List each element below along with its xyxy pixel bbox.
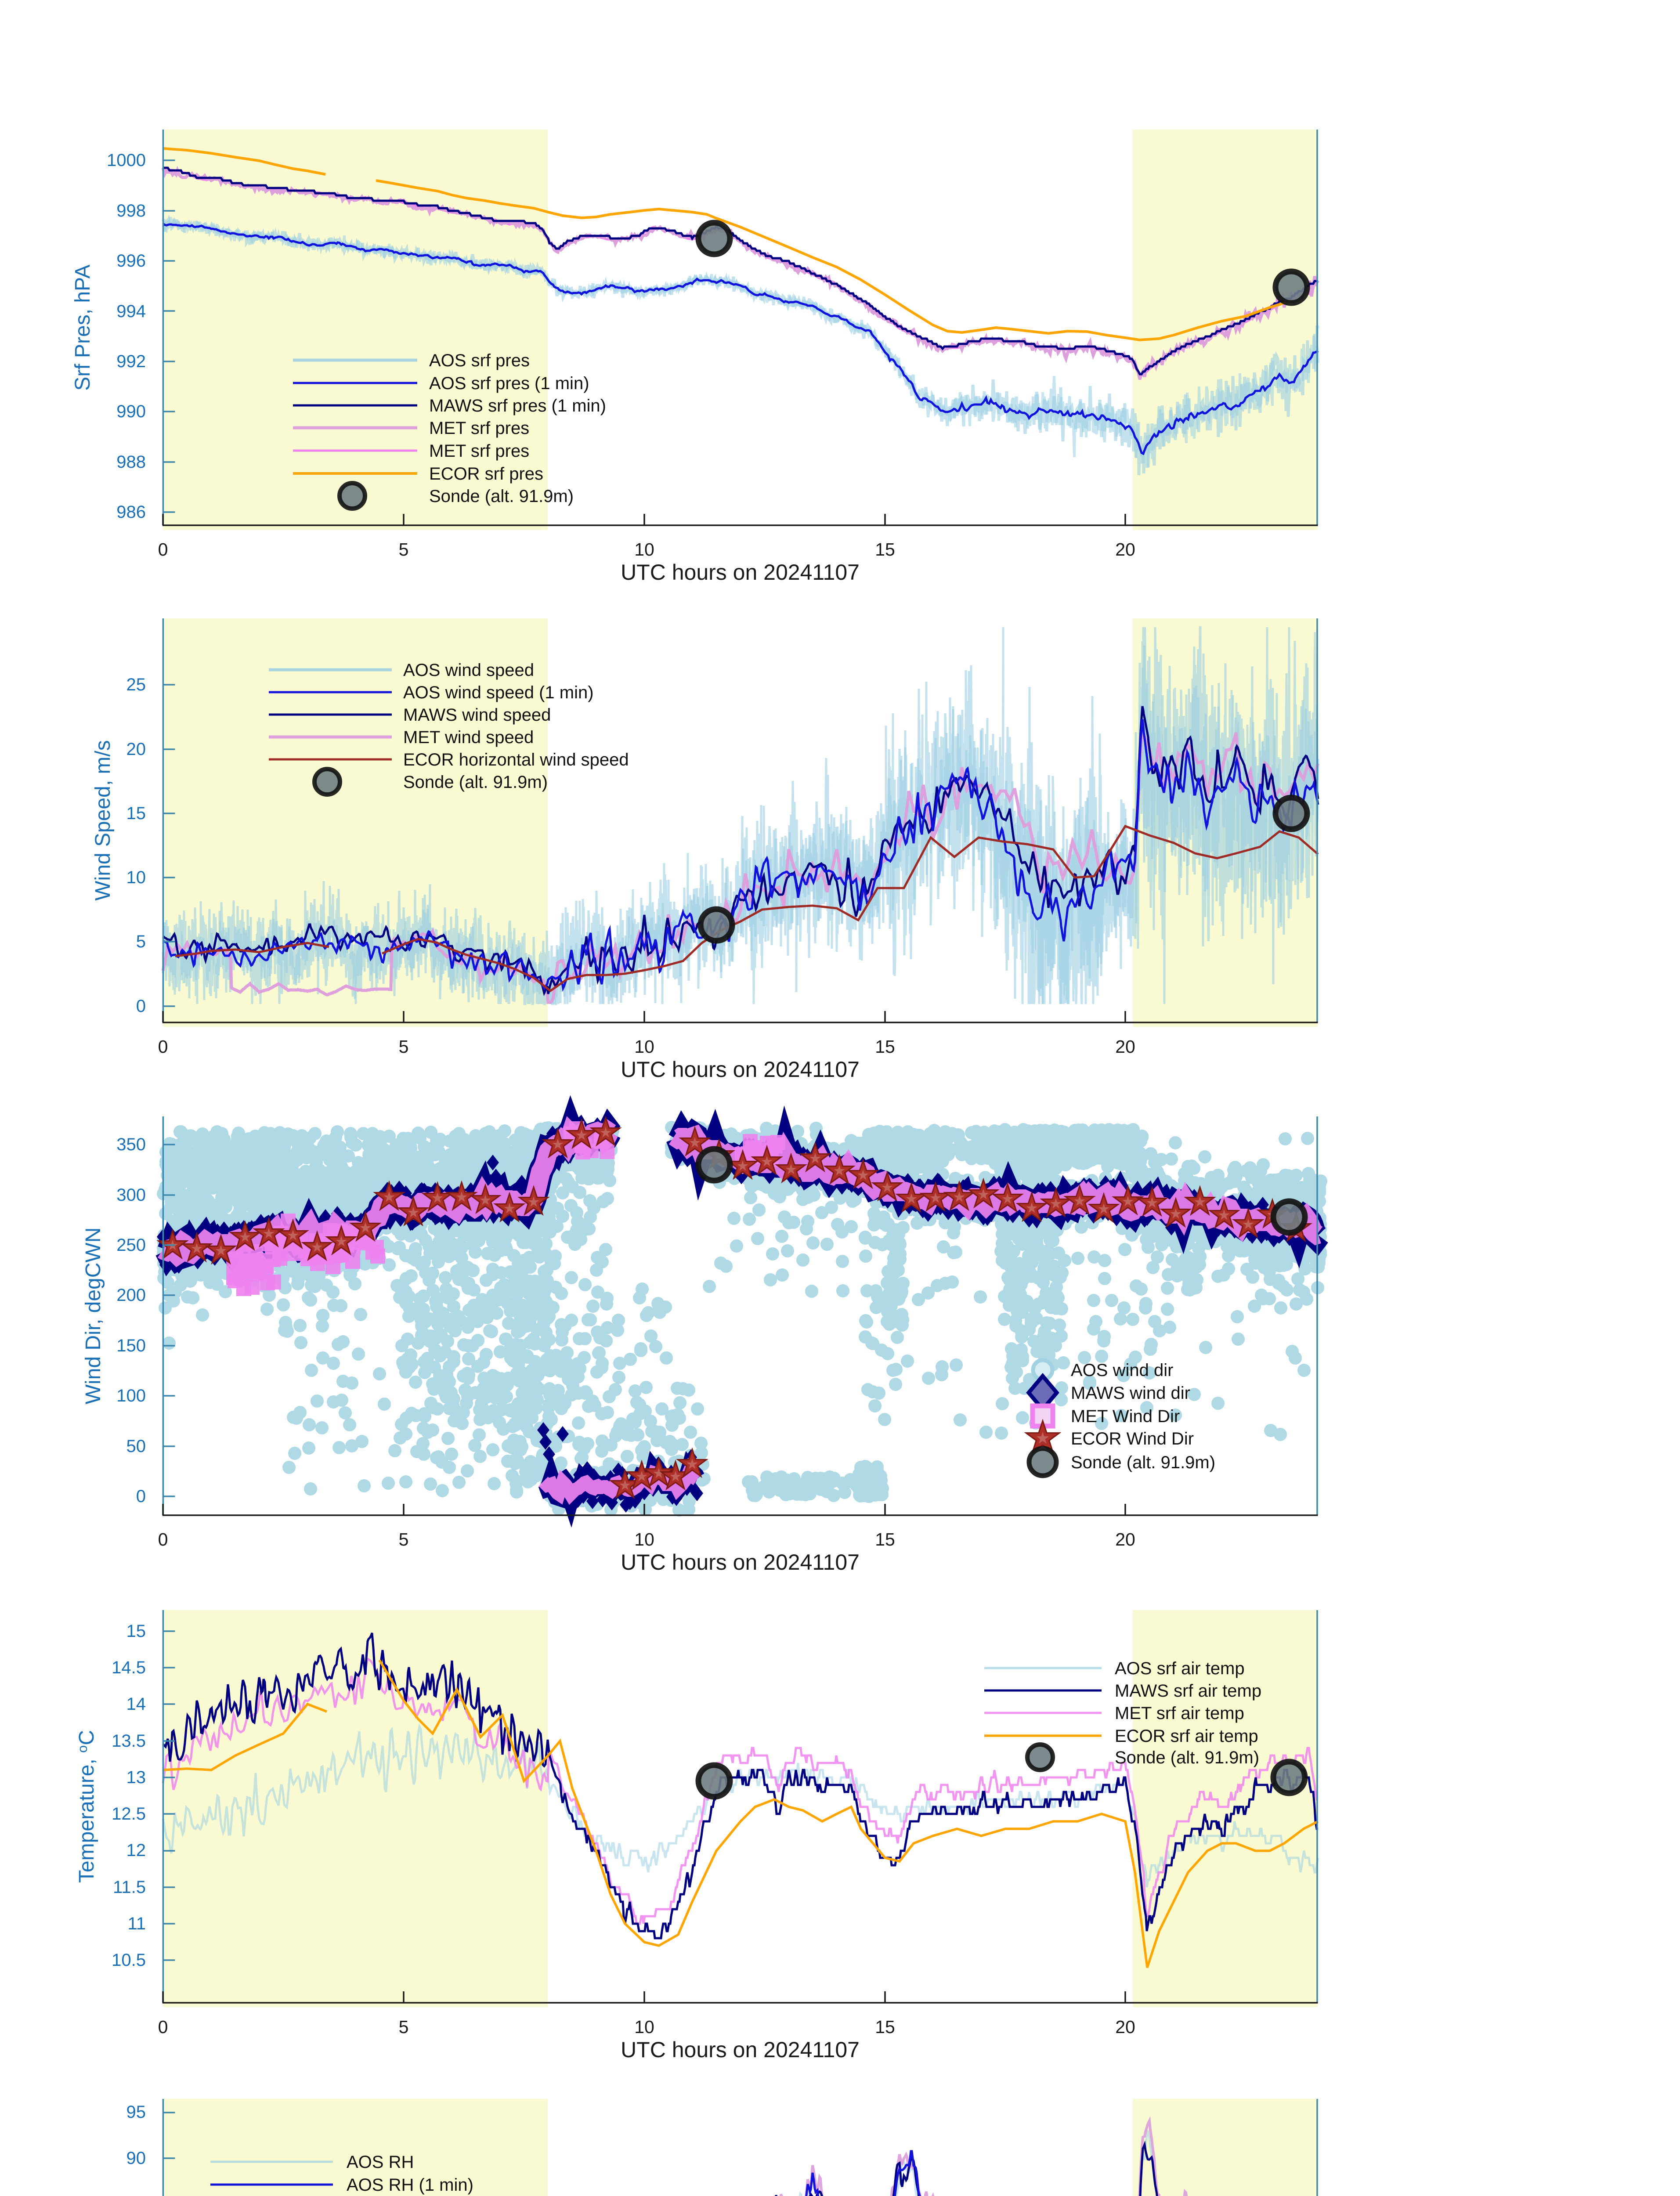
svg-text:AOS RH (1 min): AOS RH (1 min) <box>347 2175 473 2195</box>
svg-text:300: 300 <box>116 1185 146 1205</box>
svg-text:UTC hours on 20241107: UTC hours on 20241107 <box>621 2037 860 2062</box>
svg-text:20: 20 <box>1115 539 1135 560</box>
svg-text:10: 10 <box>634 1037 654 1057</box>
svg-text:1000: 1000 <box>107 151 146 170</box>
svg-text:15: 15 <box>126 1622 146 1641</box>
svg-text:Sonde (alt. 91.9m): Sonde (alt. 91.9m) <box>429 487 574 506</box>
svg-text:986: 986 <box>116 502 146 522</box>
svg-text:0: 0 <box>158 2017 168 2037</box>
svg-text:250: 250 <box>116 1235 146 1255</box>
svg-text:350: 350 <box>116 1135 146 1154</box>
svg-text:AOS wind speed: AOS wind speed <box>403 661 534 680</box>
svg-text:20: 20 <box>126 740 146 759</box>
svg-text:20: 20 <box>1115 1529 1135 1549</box>
svg-text:5: 5 <box>399 1529 409 1549</box>
svg-text:ECOR srf air temp: ECOR srf air temp <box>1115 1726 1258 1746</box>
svg-text:992: 992 <box>116 352 146 371</box>
svg-text:Wind Speed, m/s: Wind Speed, m/s <box>91 740 115 900</box>
svg-text:UTC hours on 20241107: UTC hours on 20241107 <box>621 1057 860 1082</box>
svg-text:5: 5 <box>136 932 146 951</box>
svg-text:AOS srf pres: AOS srf pres <box>429 351 530 370</box>
svg-text:Temperature, oC: Temperature, oC <box>75 1730 98 1883</box>
svg-text:Wind Dir, degCWN: Wind Dir, degCWN <box>82 1228 105 1405</box>
svg-text:MAWS srf air temp: MAWS srf air temp <box>1115 1681 1261 1701</box>
svg-text:14.5: 14.5 <box>112 1658 146 1677</box>
svg-text:10: 10 <box>634 539 654 560</box>
svg-text:20: 20 <box>1115 2017 1135 2037</box>
svg-text:Sonde (alt. 91.9m): Sonde (alt. 91.9m) <box>403 773 548 792</box>
svg-text:AOS wind dir: AOS wind dir <box>1071 1361 1173 1380</box>
svg-text:20: 20 <box>1115 1037 1135 1057</box>
svg-text:200: 200 <box>116 1286 146 1305</box>
svg-text:Sonde (alt. 91.9m): Sonde (alt. 91.9m) <box>1115 1748 1259 1767</box>
svg-text:MAWS wind dir: MAWS wind dir <box>1071 1383 1190 1403</box>
svg-text:0: 0 <box>158 1529 168 1549</box>
svg-text:Sonde (alt. 91.9m): Sonde (alt. 91.9m) <box>1071 1453 1215 1472</box>
svg-text:11.5: 11.5 <box>113 1878 146 1897</box>
svg-text:MET wind speed: MET wind speed <box>403 728 534 747</box>
svg-text:5: 5 <box>399 539 409 560</box>
svg-text:MET Wind Dir: MET Wind Dir <box>1071 1407 1180 1426</box>
svg-text:988: 988 <box>116 452 146 472</box>
svg-text:ECOR Wind Dir: ECOR Wind Dir <box>1071 1429 1194 1448</box>
svg-text:15: 15 <box>875 1037 895 1057</box>
svg-text:14: 14 <box>126 1694 146 1714</box>
svg-text:MET srf pres: MET srf pres <box>429 441 529 461</box>
svg-text:994: 994 <box>116 302 146 321</box>
svg-text:MAWS srf pres (1 min): MAWS srf pres (1 min) <box>429 396 606 415</box>
svg-text:5: 5 <box>399 1037 409 1057</box>
svg-text:5: 5 <box>399 2017 409 2037</box>
svg-text:998: 998 <box>116 201 146 220</box>
svg-text:85: 85 <box>126 2195 146 2196</box>
svg-text:11: 11 <box>127 1914 146 1933</box>
svg-text:15: 15 <box>875 539 895 560</box>
svg-text:150: 150 <box>116 1336 146 1355</box>
svg-text:0: 0 <box>136 1487 146 1506</box>
svg-text:12: 12 <box>126 1841 146 1860</box>
svg-text:15: 15 <box>875 1529 895 1549</box>
svg-text:15: 15 <box>875 2017 895 2037</box>
svg-text:0: 0 <box>136 997 146 1016</box>
svg-text:90: 90 <box>126 2149 146 2168</box>
svg-text:13: 13 <box>126 1768 146 1787</box>
svg-text:13.5: 13.5 <box>112 1731 146 1751</box>
svg-text:AOS wind speed (1 min): AOS wind speed (1 min) <box>403 683 594 702</box>
svg-text:100: 100 <box>116 1386 146 1405</box>
svg-text:MET srf pres: MET srf pres <box>429 419 529 438</box>
svg-text:MET srf air temp: MET srf air temp <box>1115 1704 1244 1723</box>
svg-text:95: 95 <box>126 2102 146 2122</box>
svg-text:ECOR srf pres: ECOR srf pres <box>429 464 543 484</box>
svg-text:0: 0 <box>158 1037 168 1057</box>
svg-text:990: 990 <box>116 402 146 421</box>
svg-text:AOS srf air temp: AOS srf air temp <box>1115 1659 1245 1678</box>
svg-text:Srf Pres, hPA: Srf Pres, hPA <box>71 264 94 390</box>
svg-text:50: 50 <box>126 1437 146 1456</box>
svg-text:0: 0 <box>158 539 168 560</box>
svg-text:10: 10 <box>634 2017 654 2037</box>
svg-text:10: 10 <box>634 1529 654 1549</box>
svg-text:AOS RH: AOS RH <box>347 2153 414 2172</box>
svg-text:996: 996 <box>116 251 146 271</box>
svg-text:AOS srf pres (1 min): AOS srf pres (1 min) <box>429 374 589 393</box>
svg-text:15: 15 <box>126 804 146 823</box>
svg-text:25: 25 <box>126 675 146 694</box>
svg-text:10.5: 10.5 <box>112 1950 146 1970</box>
svg-text:MAWS wind speed: MAWS wind speed <box>403 705 551 725</box>
svg-text:UTC hours on 20241107: UTC hours on 20241107 <box>621 1550 860 1575</box>
svg-text:10: 10 <box>126 868 146 887</box>
svg-text:UTC hours on 20241107: UTC hours on 20241107 <box>621 560 860 585</box>
svg-text:ECOR horizontal wind speed: ECOR horizontal wind speed <box>403 750 629 769</box>
svg-text:12.5: 12.5 <box>112 1804 146 1824</box>
